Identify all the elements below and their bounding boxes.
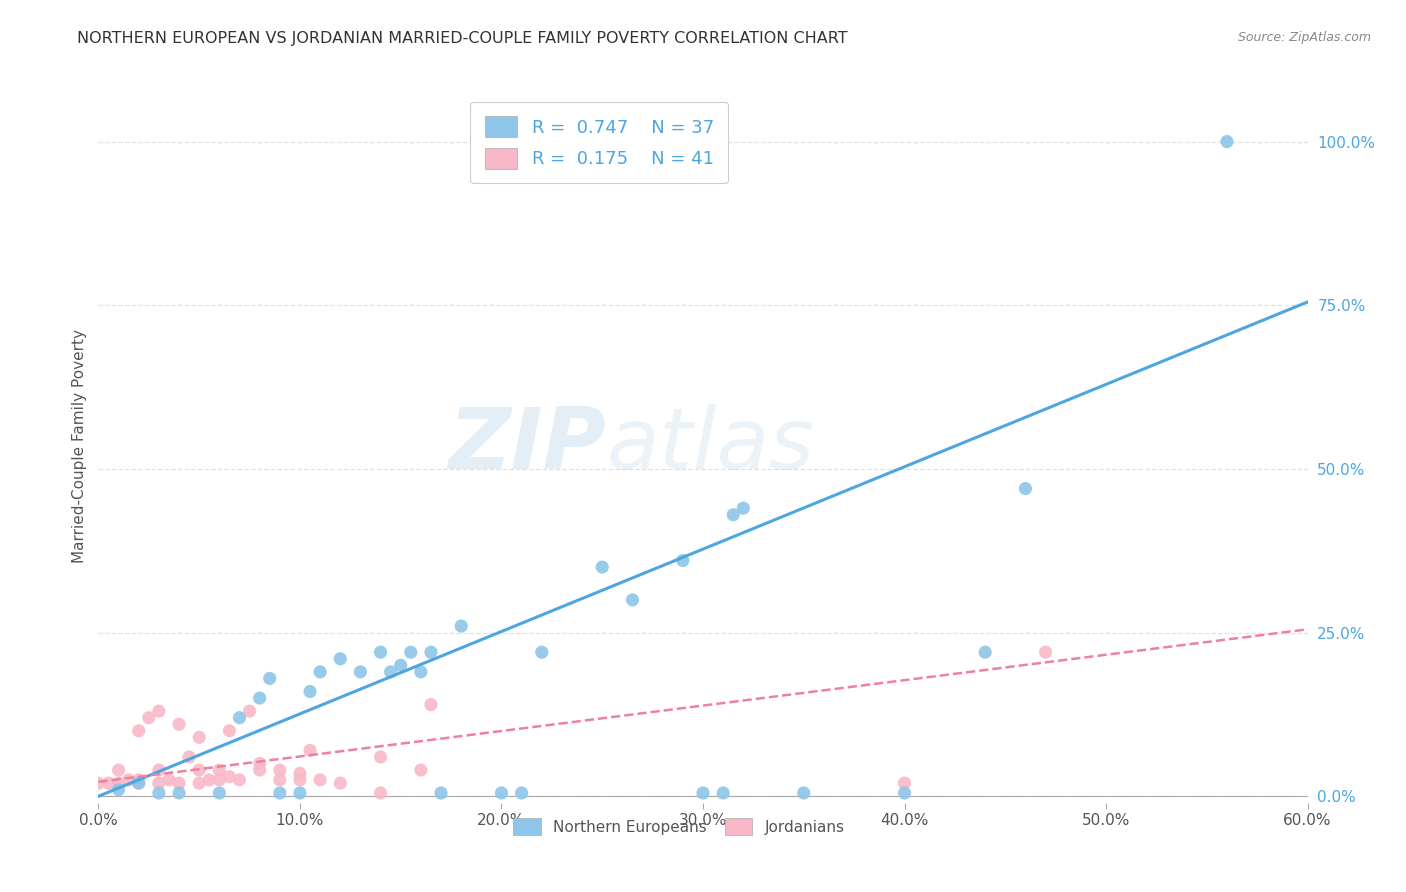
Text: ZIP: ZIP bbox=[449, 404, 606, 488]
Point bbox=[723, 508, 745, 522]
Point bbox=[288, 772, 311, 787]
Point bbox=[269, 772, 291, 787]
Point bbox=[672, 553, 695, 567]
Point bbox=[167, 786, 190, 800]
Point bbox=[621, 592, 644, 607]
Point bbox=[269, 763, 291, 777]
Point bbox=[893, 776, 915, 790]
Point bbox=[329, 652, 352, 666]
Point bbox=[249, 763, 271, 777]
Point bbox=[711, 786, 734, 800]
Point bbox=[370, 645, 392, 659]
Point bbox=[510, 786, 533, 800]
Point bbox=[309, 665, 332, 679]
Point bbox=[249, 691, 271, 706]
Point bbox=[97, 776, 120, 790]
Point bbox=[128, 776, 150, 790]
Point bbox=[188, 776, 211, 790]
Point bbox=[118, 772, 141, 787]
Point bbox=[309, 772, 332, 787]
Point bbox=[450, 619, 472, 633]
Point bbox=[420, 698, 443, 712]
Point bbox=[208, 763, 231, 777]
Point bbox=[409, 763, 432, 777]
Point bbox=[208, 772, 231, 787]
Point bbox=[1035, 645, 1057, 659]
Point bbox=[87, 776, 110, 790]
Point bbox=[218, 770, 240, 784]
Point bbox=[893, 786, 915, 800]
Point bbox=[167, 717, 190, 731]
Point bbox=[148, 786, 170, 800]
Point bbox=[370, 750, 392, 764]
Point bbox=[188, 731, 211, 745]
Point bbox=[228, 711, 250, 725]
Point bbox=[249, 756, 271, 771]
Point bbox=[349, 665, 371, 679]
Text: atlas: atlas bbox=[606, 404, 814, 488]
Point bbox=[299, 743, 322, 757]
Point bbox=[329, 776, 352, 790]
Legend: Northern Europeans, Jordanians: Northern Europeans, Jordanians bbox=[508, 812, 851, 841]
Point bbox=[420, 645, 443, 659]
Point bbox=[370, 786, 392, 800]
Text: Source: ZipAtlas.com: Source: ZipAtlas.com bbox=[1237, 31, 1371, 45]
Point bbox=[1216, 135, 1239, 149]
Point bbox=[157, 772, 180, 787]
Point bbox=[491, 786, 513, 800]
Point bbox=[167, 776, 190, 790]
Point bbox=[138, 711, 160, 725]
Point bbox=[399, 645, 422, 659]
Point bbox=[974, 645, 997, 659]
Point bbox=[107, 776, 129, 790]
Point bbox=[733, 501, 755, 516]
Point bbox=[430, 786, 453, 800]
Point bbox=[1014, 482, 1036, 496]
Point bbox=[208, 786, 231, 800]
Point bbox=[128, 723, 150, 738]
Point bbox=[288, 766, 311, 780]
Point bbox=[288, 786, 311, 800]
Point bbox=[148, 704, 170, 718]
Point bbox=[692, 786, 714, 800]
Point bbox=[239, 704, 262, 718]
Point bbox=[188, 763, 211, 777]
Point bbox=[218, 723, 240, 738]
Point bbox=[269, 786, 291, 800]
Point bbox=[380, 665, 402, 679]
Point bbox=[148, 776, 170, 790]
Point bbox=[128, 776, 150, 790]
Point bbox=[591, 560, 613, 574]
Point bbox=[299, 684, 322, 698]
Point bbox=[148, 763, 170, 777]
Point bbox=[198, 772, 221, 787]
Point bbox=[409, 665, 432, 679]
Point bbox=[128, 772, 150, 787]
Point bbox=[530, 645, 553, 659]
Point bbox=[179, 750, 201, 764]
Y-axis label: Married-Couple Family Poverty: Married-Couple Family Poverty bbox=[72, 329, 87, 563]
Text: NORTHERN EUROPEAN VS JORDANIAN MARRIED-COUPLE FAMILY POVERTY CORRELATION CHART: NORTHERN EUROPEAN VS JORDANIAN MARRIED-C… bbox=[77, 31, 848, 46]
Point bbox=[107, 782, 129, 797]
Point bbox=[259, 672, 281, 686]
Point bbox=[228, 772, 250, 787]
Point bbox=[107, 763, 129, 777]
Point bbox=[793, 786, 815, 800]
Point bbox=[389, 658, 412, 673]
